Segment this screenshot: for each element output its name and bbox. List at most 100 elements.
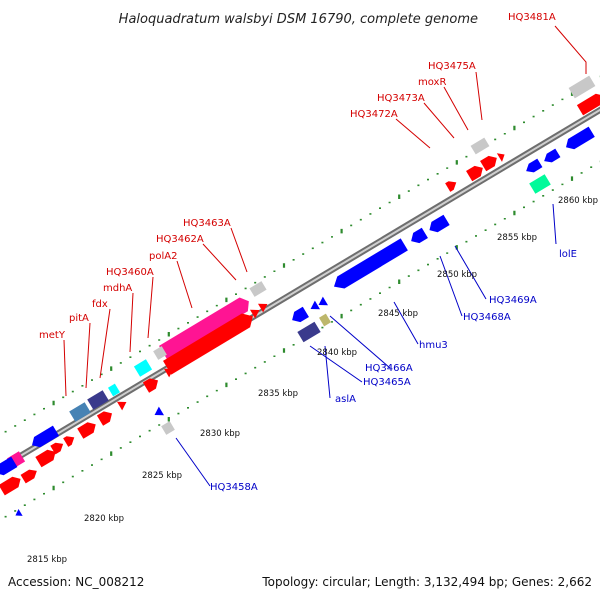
label-HQ3469A: HQ3469A [489, 295, 537, 306]
label-metY: metY [39, 330, 66, 341]
gene-feature[interactable] [35, 447, 58, 468]
scale-label-2840: 2840 kbp [317, 348, 357, 358]
tick-mark [330, 321, 334, 323]
gene-feature[interactable] [318, 313, 332, 327]
gene-HQ3463A[interactable] [249, 281, 267, 297]
tick-mark [532, 200, 535, 203]
gene-HQ3462A[interactable] [257, 300, 270, 313]
label-pitA: pitA [69, 313, 89, 324]
tick-mark [129, 356, 132, 358]
gene-feature[interactable] [563, 126, 595, 153]
gene-feature[interactable] [29, 425, 60, 451]
tick-mark [292, 258, 295, 261]
gene-HQ3473A[interactable] [466, 163, 486, 182]
gene-feature[interactable] [524, 158, 543, 176]
tick-mark [551, 104, 554, 106]
tick-mark [282, 263, 286, 268]
tick-mark [465, 155, 468, 158]
accession-text: Accession: NC_008212 [8, 575, 144, 589]
gene-feature[interactable] [77, 419, 99, 439]
tick-mark [417, 269, 420, 272]
tick-mark [167, 332, 170, 337]
reverse-gene-labels: lolE HQ3469A HQ3468A hmu3 HQ3466A HQ3465… [210, 249, 577, 493]
tick-mark [110, 451, 113, 456]
gene-HQ3469A[interactable] [426, 214, 450, 236]
tick-mark [244, 287, 247, 290]
tick-mark [148, 429, 151, 432]
tick-mark [340, 313, 343, 319]
gene-feature[interactable] [153, 346, 167, 360]
tick-mark [225, 382, 228, 388]
tick-mark [23, 419, 26, 422]
tick-mark [167, 417, 170, 422]
label-HQ3472A: HQ3472A [350, 109, 398, 120]
gene-HQ3468A[interactable] [408, 227, 428, 247]
tick-mark [100, 458, 103, 461]
label-aslA: aslA [335, 394, 356, 405]
gene-HQ3460A[interactable] [163, 309, 257, 375]
tick-mark [263, 361, 266, 363]
tick-mark [234, 293, 238, 295]
gene-feature[interactable] [542, 148, 561, 166]
gene-feature[interactable] [0, 474, 24, 496]
tick-marks [4, 75, 600, 518]
tick-mark [110, 366, 113, 371]
tick-mark [177, 327, 180, 330]
gene-feature[interactable] [20, 467, 40, 484]
tick-mark [388, 201, 391, 204]
tick-mark [561, 98, 564, 101]
tick-mark [369, 298, 372, 300]
gene-pitA[interactable] [87, 390, 109, 410]
gene-lolE[interactable] [529, 174, 551, 194]
gene-feature[interactable] [13, 509, 23, 519]
gene-hmu3[interactable] [330, 238, 408, 292]
genome-summary-text: Topology: circular; Length: 3,132,494 bp… [261, 575, 592, 589]
tick-mark [503, 217, 506, 220]
tick-mark [446, 167, 449, 169]
tick-mark [33, 498, 36, 501]
gene-feature[interactable] [142, 375, 161, 393]
gene-metY[interactable] [69, 402, 91, 422]
gene-HQ3475A[interactable] [470, 137, 490, 155]
gene-feature[interactable] [152, 406, 165, 420]
gene-feature[interactable] [50, 440, 65, 455]
gene-feature[interactable] [96, 408, 115, 426]
label-HQ3473A: HQ3473A [377, 93, 425, 104]
gene-feature[interactable] [116, 398, 129, 411]
gene-moxR[interactable] [480, 153, 500, 172]
tick-mark [465, 240, 468, 243]
label-HQ3460A: HQ3460A [106, 267, 154, 278]
gene-mdhA[interactable] [133, 359, 153, 377]
tick-mark [119, 447, 122, 449]
tick-mark [158, 424, 161, 426]
gene-feature[interactable] [249, 306, 262, 319]
tick-mark [273, 355, 276, 358]
tick-mark [513, 210, 516, 216]
gene-feature[interactable] [308, 300, 321, 314]
gene-HQ3458A[interactable] [161, 421, 175, 435]
gene-aslA[interactable] [297, 321, 321, 343]
reverse-gene-track [13, 126, 595, 519]
tick-mark [71, 475, 74, 478]
tick-mark [225, 297, 228, 303]
label-HQ3465A: HQ3465A [363, 377, 411, 388]
gene-feature[interactable] [576, 91, 600, 116]
tick-mark [4, 515, 7, 518]
gene-feature[interactable] [0, 456, 18, 479]
tick-mark [244, 372, 247, 375]
gene-feature[interactable] [163, 365, 176, 378]
gene-feature[interactable] [496, 150, 507, 162]
gene-HQ3481A[interactable] [568, 75, 596, 99]
gene-polA2[interactable] [159, 294, 253, 360]
gene-feature[interactable] [63, 433, 77, 447]
tick-mark [590, 166, 593, 168]
gene-fdx[interactable] [107, 383, 121, 397]
gene-HQ3472A[interactable] [445, 178, 459, 192]
forward-gene-labels: HQ3481A HQ3475A moxR HQ3473A HQ3472A HQ3… [39, 12, 556, 341]
tick-mark [215, 389, 218, 392]
tick-mark [254, 281, 257, 284]
gene-HQ3466A[interactable] [316, 296, 329, 310]
tick-mark [52, 485, 55, 491]
gene-HQ3465A[interactable] [289, 306, 309, 326]
